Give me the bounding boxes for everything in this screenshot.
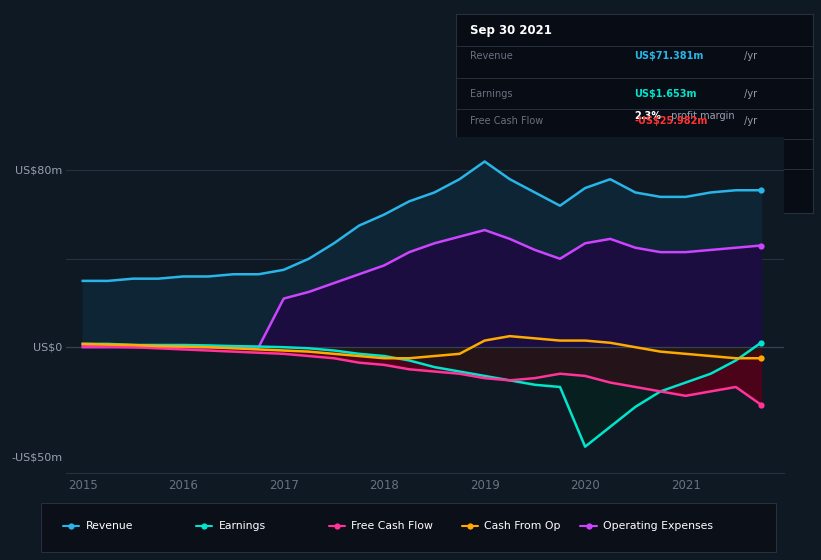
Text: US$1.653m: US$1.653m [635,88,697,99]
Text: Sep 30 2021: Sep 30 2021 [470,24,552,37]
Text: -US$25.982m: -US$25.982m [635,116,708,127]
Text: -US$50m: -US$50m [11,452,62,463]
Text: 2.3%: 2.3% [635,111,661,122]
Text: Revenue: Revenue [470,51,512,60]
Text: Cash From Op: Cash From Op [484,521,561,531]
Text: Cash From Op: Cash From Op [470,146,539,156]
Text: US$45.833m: US$45.833m [635,176,704,186]
Text: Earnings: Earnings [470,88,512,99]
Text: US$80m: US$80m [15,165,62,175]
Text: Free Cash Flow: Free Cash Flow [351,521,433,531]
Text: Revenue: Revenue [85,521,133,531]
Text: Earnings: Earnings [218,521,265,531]
Text: /yr: /yr [741,88,758,99]
Text: US$71.381m: US$71.381m [635,51,704,60]
Text: US$0: US$0 [33,342,62,352]
Text: /yr: /yr [741,116,758,127]
Text: -US$5.147m: -US$5.147m [635,146,700,156]
Text: Operating Expenses: Operating Expenses [470,176,569,186]
Text: Operating Expenses: Operating Expenses [603,521,713,531]
Text: profit margin: profit margin [668,111,735,122]
Text: /yr: /yr [741,176,758,186]
Text: /yr: /yr [741,146,758,156]
Text: Free Cash Flow: Free Cash Flow [470,116,544,127]
FancyBboxPatch shape [41,503,777,552]
Text: /yr: /yr [741,51,758,60]
